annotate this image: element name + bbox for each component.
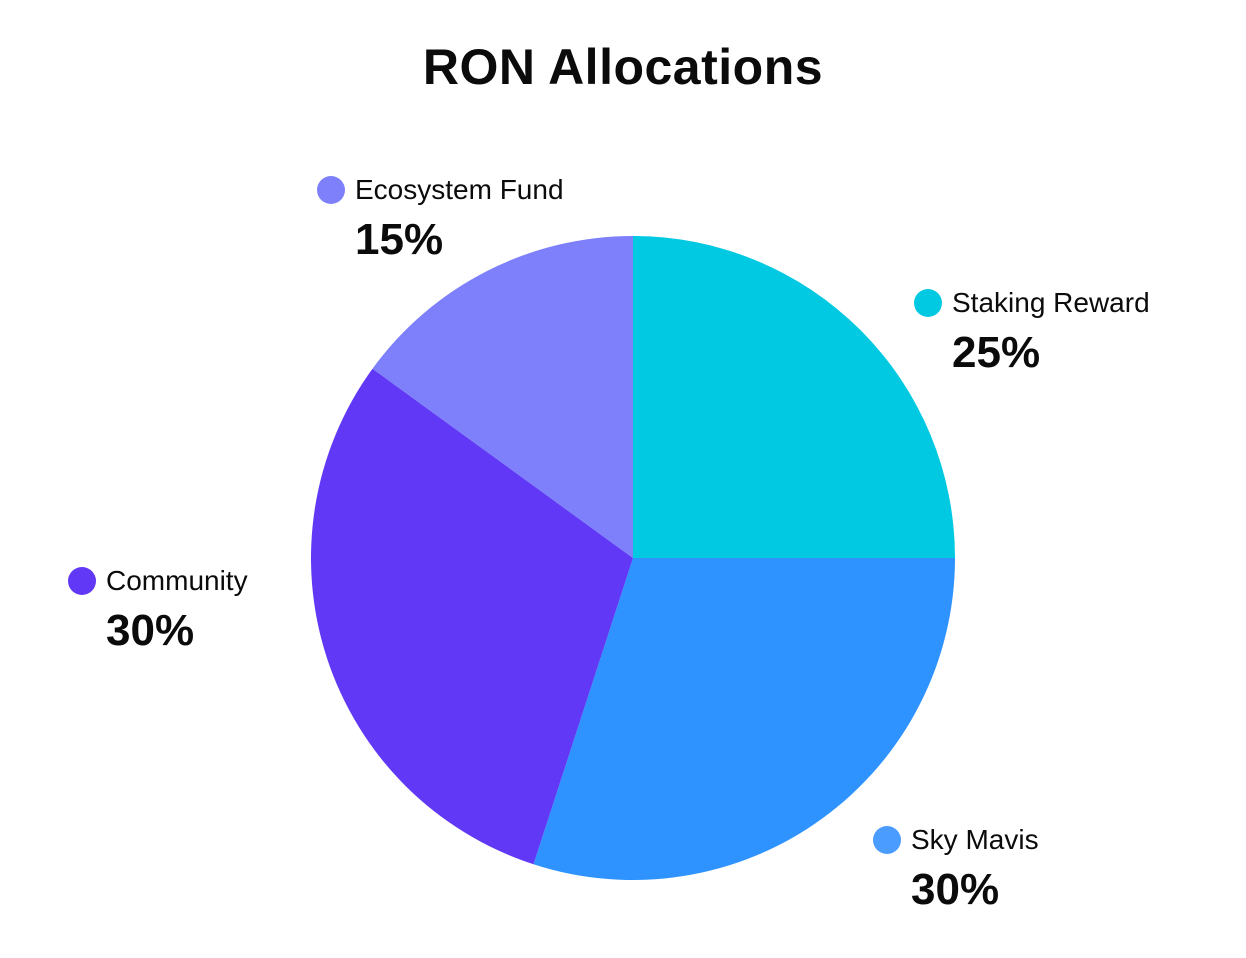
- pie-slice-sky-mavis: [533, 558, 955, 880]
- staking-reward-percent: 25%: [952, 328, 1041, 377]
- label-community: Community 30%: [68, 564, 248, 656]
- pie-slice-ecosystem-fund: [372, 236, 633, 558]
- staking-reward-label: Staking Reward: [952, 287, 1150, 318]
- chart-title: RON Allocations: [422, 39, 824, 95]
- ecosystem-fund-dot: [317, 176, 345, 204]
- community-label: Community: [106, 565, 248, 596]
- staking-reward-dot: [914, 289, 942, 317]
- community-dot: [68, 567, 96, 595]
- pie-slice-staking-reward: [633, 236, 955, 558]
- sky-mavis-dot: [873, 826, 901, 854]
- label-staking-reward: Staking Reward 25%: [914, 286, 1150, 378]
- ecosystem-fund-percent: 15%: [355, 215, 444, 264]
- sky-mavis-percent: 30%: [911, 865, 1000, 914]
- label-sky-mavis: Sky Mavis 30%: [873, 823, 1039, 915]
- ecosystem-fund-label: Ecosystem Fund: [355, 174, 564, 205]
- sky-mavis-label: Sky Mavis: [911, 824, 1039, 855]
- pie-slice-community: [310, 368, 633, 865]
- community-percent: 30%: [106, 606, 195, 655]
- label-ecosystem-fund: Ecosystem Fund 15%: [317, 173, 564, 265]
